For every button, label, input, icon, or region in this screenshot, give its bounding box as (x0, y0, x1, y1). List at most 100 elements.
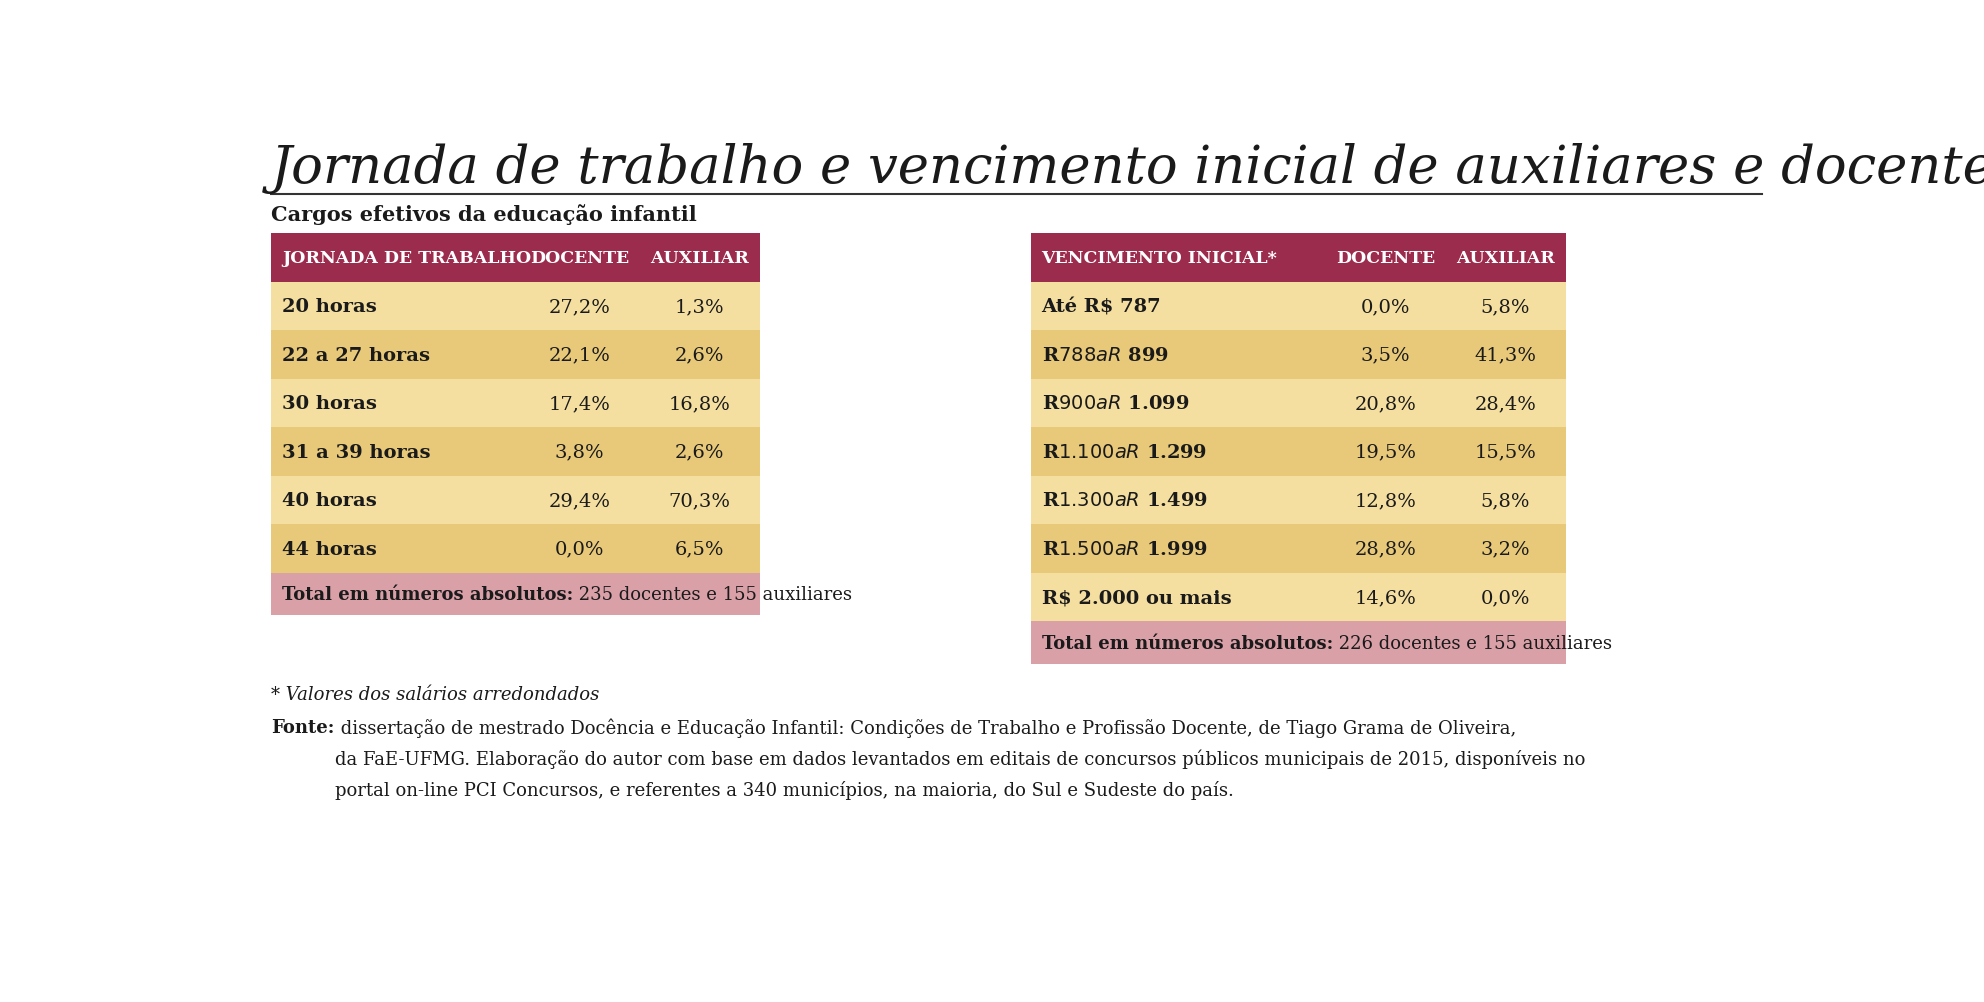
Text: 20 horas: 20 horas (282, 298, 377, 316)
Bar (1325, 331, 1446, 380)
Text: 22 a 27 horas: 22 a 27 horas (282, 347, 431, 365)
Bar (1446, 428, 1565, 476)
Text: 17,4%: 17,4% (548, 395, 611, 413)
Bar (272, 234, 520, 283)
Text: 3,5%: 3,5% (1361, 347, 1411, 365)
Bar (1325, 525, 1446, 573)
Text: 22,1%: 22,1% (548, 347, 611, 365)
Bar (1032, 622, 1565, 664)
Text: DOCENTE: DOCENTE (530, 249, 629, 267)
Text: Fonte:: Fonte: (272, 718, 335, 735)
Text: 19,5%: 19,5% (1355, 443, 1417, 461)
Text: R$ 900 a R$ 1.099: R$ 900 a R$ 1.099 (1042, 395, 1188, 413)
Bar (1032, 331, 1325, 380)
Bar (1325, 380, 1446, 428)
Text: R$ 788 a R$ 899: R$ 788 a R$ 899 (1042, 347, 1169, 365)
Bar (520, 476, 639, 525)
Bar (639, 331, 760, 380)
Bar (272, 331, 520, 380)
Text: 0,0%: 0,0% (1480, 588, 1530, 606)
Bar (1032, 283, 1325, 331)
Text: * Valores dos salários arredondados: * Valores dos salários arredondados (272, 685, 599, 703)
Text: Até R$ 787: Até R$ 787 (1042, 298, 1161, 316)
Bar (272, 380, 520, 428)
Bar (1325, 234, 1446, 283)
Bar (520, 525, 639, 573)
Text: R$ 1.100 a R$ 1.299: R$ 1.100 a R$ 1.299 (1042, 443, 1206, 461)
Bar (1032, 428, 1325, 476)
Text: 28,8%: 28,8% (1355, 540, 1417, 558)
Bar (639, 234, 760, 283)
Bar (1325, 283, 1446, 331)
Text: Total em números absolutos:: Total em números absolutos: (1042, 634, 1333, 652)
Text: 41,3%: 41,3% (1474, 347, 1536, 365)
Text: AUXILIAR: AUXILIAR (1456, 249, 1555, 267)
Text: 0,0%: 0,0% (1361, 298, 1411, 316)
Bar (1325, 476, 1446, 525)
Bar (272, 428, 520, 476)
Text: 2,6%: 2,6% (675, 347, 724, 365)
Text: 29,4%: 29,4% (548, 492, 611, 510)
Bar (520, 428, 639, 476)
Bar (1032, 380, 1325, 428)
Text: R$ 1.300 a R$ 1.499: R$ 1.300 a R$ 1.499 (1042, 492, 1208, 510)
Text: 2,6%: 2,6% (675, 443, 724, 461)
Text: 226 docentes e 155 auxiliares: 226 docentes e 155 auxiliares (1333, 634, 1611, 652)
Bar (639, 525, 760, 573)
Bar (639, 476, 760, 525)
Text: 16,8%: 16,8% (669, 395, 730, 413)
Text: R$ 1.500 a R$ 1.999: R$ 1.500 a R$ 1.999 (1042, 540, 1208, 558)
Text: 40 horas: 40 horas (282, 492, 377, 510)
Bar (639, 283, 760, 331)
Bar (1446, 331, 1565, 380)
Text: 1,3%: 1,3% (675, 298, 724, 316)
Text: 235 docentes e 155 auxiliares: 235 docentes e 155 auxiliares (573, 585, 853, 603)
Text: 70,3%: 70,3% (669, 492, 730, 510)
Text: 0,0%: 0,0% (556, 540, 603, 558)
Text: 5,8%: 5,8% (1480, 298, 1530, 316)
Bar (520, 283, 639, 331)
Bar (272, 573, 760, 615)
Text: 44 horas: 44 horas (282, 540, 377, 558)
Bar (639, 428, 760, 476)
Bar (1446, 476, 1565, 525)
Text: 5,8%: 5,8% (1480, 492, 1530, 510)
Bar (1446, 573, 1565, 622)
Bar (272, 476, 520, 525)
Bar (639, 380, 760, 428)
Bar (520, 234, 639, 283)
Text: 15,5%: 15,5% (1474, 443, 1536, 461)
Bar (1032, 476, 1325, 525)
Text: Total em números absolutos:: Total em números absolutos: (282, 585, 573, 603)
Text: dissertação de mestrado Docência e Educação Infantil: Condições de Trabalho e Pr: dissertação de mestrado Docência e Educa… (335, 718, 1585, 799)
Bar (1032, 573, 1325, 622)
Bar (272, 283, 520, 331)
Text: R$ 2.000 ou mais: R$ 2.000 ou mais (1042, 588, 1232, 606)
Text: VENCIMENTO INICIAL*: VENCIMENTO INICIAL* (1042, 249, 1278, 267)
Bar (1446, 525, 1565, 573)
Bar (1446, 283, 1565, 331)
Text: 28,4%: 28,4% (1474, 395, 1536, 413)
Bar (1446, 234, 1565, 283)
Text: AUXILIAR: AUXILIAR (651, 249, 748, 267)
Text: 27,2%: 27,2% (548, 298, 611, 316)
Text: 3,8%: 3,8% (554, 443, 603, 461)
Bar (1032, 525, 1325, 573)
Bar (1032, 234, 1325, 283)
Text: Jornada de trabalho e vencimento inicial de auxiliares e docentes: Jornada de trabalho e vencimento inicial… (272, 142, 1984, 193)
Bar (272, 525, 520, 573)
Bar (520, 380, 639, 428)
Text: 30 horas: 30 horas (282, 395, 377, 413)
Text: 3,2%: 3,2% (1480, 540, 1530, 558)
Bar (1446, 380, 1565, 428)
Text: 6,5%: 6,5% (675, 540, 724, 558)
Text: 14,6%: 14,6% (1355, 588, 1417, 606)
Text: 12,8%: 12,8% (1355, 492, 1417, 510)
Bar (520, 331, 639, 380)
Text: DOCENTE: DOCENTE (1335, 249, 1434, 267)
Text: Cargos efetivos da educação infantil: Cargos efetivos da educação infantil (272, 203, 696, 224)
Bar (1325, 428, 1446, 476)
Text: 31 a 39 horas: 31 a 39 horas (282, 443, 431, 461)
Text: 20,8%: 20,8% (1355, 395, 1417, 413)
Bar (1325, 573, 1446, 622)
